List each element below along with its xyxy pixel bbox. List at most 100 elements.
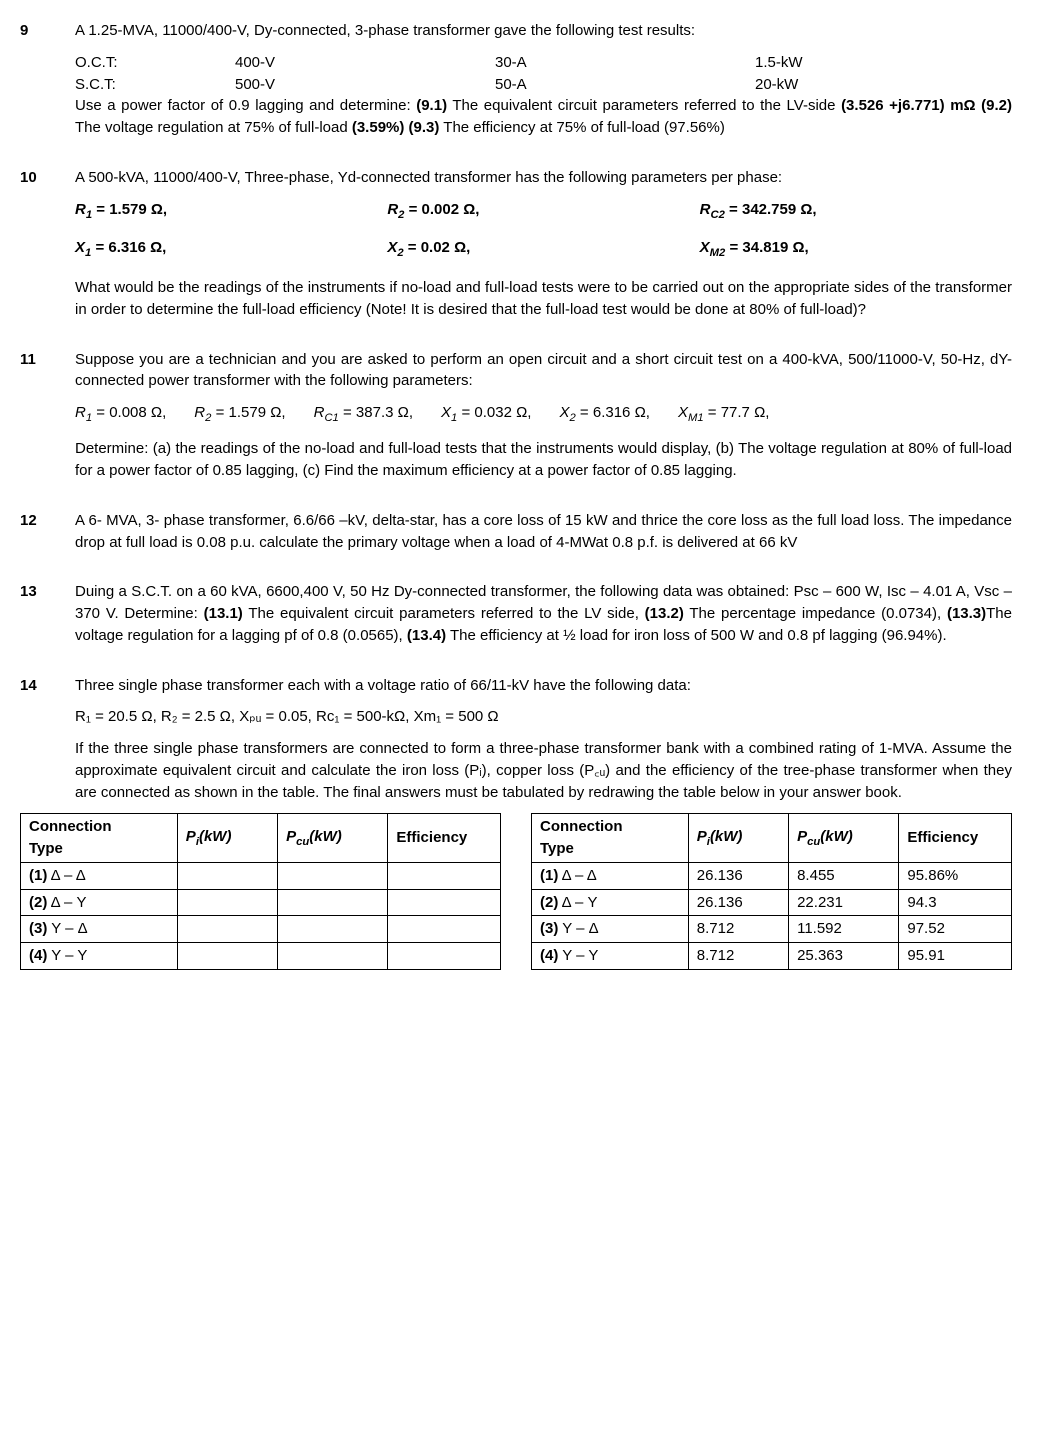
question-14: 14 Three single phase transformer each w… (20, 675, 1012, 970)
question-body: Three single phase transformer each with… (75, 675, 1012, 970)
q10-intro: A 500-kVA, 11000/400-V, Three-phase, Yd-… (75, 167, 1012, 189)
param-cell: X2 = 6.316 Ω, (559, 402, 649, 426)
q11-intro: Suppose you are a technician and you are… (75, 349, 1012, 393)
col-header: ConnectionType (21, 814, 178, 863)
q14-right-table: ConnectionTypePi(kW)Pcu(kW)Efficiency(1)… (531, 813, 1012, 970)
col-header: ConnectionType (532, 814, 689, 863)
bold: (3.59%) (352, 119, 405, 136)
q9-intro: A 1.25-MVA, 11000/400-V, Dy-connected, 3… (75, 20, 1012, 42)
param-cell: X2 = 0.02 Ω, (387, 237, 699, 261)
col-header: Pcu(kW) (278, 814, 388, 863)
question-body: A 1.25-MVA, 11000/400-V, Dy-connected, 3… (75, 20, 1012, 149)
table-row: (2) Δ – Y26.13622.23194.3 (532, 889, 1012, 916)
q9-rest: Use a power factor of 0.9 lagging and de… (75, 95, 1012, 139)
txt: The percentage impedance (0.0734), (684, 605, 947, 622)
col-header: Pcu(kW) (789, 814, 899, 863)
bold: (13.4) (407, 627, 446, 644)
txt: Use a power factor of 0.9 lagging and de… (75, 97, 416, 114)
table-cell: 8.455 (789, 862, 899, 889)
table-cell (278, 889, 388, 916)
table-cell (177, 862, 277, 889)
bold: (3.526 +j6.771) mΩ (841, 97, 976, 114)
txt: The equivalent circuit parameters referr… (447, 97, 841, 114)
question-body: A 6- MVA, 3- phase transformer, 6.6/66 –… (75, 510, 1012, 564)
table-cell (177, 889, 277, 916)
table-row: (4) Y – Y8.71225.36395.91 (532, 943, 1012, 970)
q11-tail: Determine: (a) the readings of the no-lo… (75, 438, 1012, 482)
table-cell: (4) Y – Y (21, 943, 178, 970)
table-cell (278, 943, 388, 970)
oct-a: 30-A (495, 52, 755, 74)
table-row: (1) Δ – Δ (21, 862, 501, 889)
col-header: Pi(kW) (688, 814, 788, 863)
sct-a: 50-A (495, 74, 755, 96)
table-cell: 95.91 (899, 943, 1012, 970)
table-cell: 26.136 (688, 862, 788, 889)
q14-tail: If the three single phase transformers a… (75, 738, 1012, 803)
table-cell: 8.712 (688, 916, 788, 943)
q14-params: R₁ = 20.5 Ω, R₂ = 2.5 Ω, Xₚᵤ = 0.05, Rc₁… (75, 706, 1012, 728)
bold: (9.3) (404, 119, 439, 136)
table-cell: (3) Y – Δ (532, 916, 689, 943)
q11-params: R1 = 0.008 Ω, R2 = 1.579 Ω, RC1 = 387.3 Ω,… (75, 402, 1012, 426)
q14-left-table: ConnectionTypePi(kW)Pcu(kW)Efficiency(1)… (20, 813, 501, 970)
sct-v: 500-V (235, 74, 495, 96)
txt: The equivalent circuit parameters referr… (243, 605, 645, 622)
q14-tables: ConnectionTypePi(kW)Pcu(kW)Efficiency(1)… (20, 813, 1012, 970)
param-cell: XM2 = 34.819 Ω, (700, 237, 1012, 261)
oct-label: O.C.T: (75, 52, 235, 74)
table-cell (177, 916, 277, 943)
question-number: 12 (20, 510, 75, 564)
table-cell: 95.86% (899, 862, 1012, 889)
table-cell: (3) Y – Δ (21, 916, 178, 943)
table-row: (2) Δ – Y (21, 889, 501, 916)
param-cell: X1 = 0.032 Ω, (441, 402, 531, 426)
q9-sct-row: S.C.T: 500-V 50-A 20-kW (75, 74, 1012, 96)
table-cell (388, 889, 501, 916)
txt: The efficiency at 75% of full-load (97.5… (439, 119, 724, 136)
table-cell: (2) Δ – Y (21, 889, 178, 916)
param-cell: R1 = 0.008 Ω, (75, 402, 166, 426)
oct-v: 400-V (235, 52, 495, 74)
table-cell: (1) Δ – Δ (532, 862, 689, 889)
question-body: Duing a S.C.T. on a 60 kVA, 6600,400 V, … (75, 581, 1012, 656)
question-number: 11 (20, 349, 75, 492)
table-cell: 97.52 (899, 916, 1012, 943)
q10-tail: What would be the readings of the instru… (75, 277, 1012, 321)
q14-intro: Three single phase transformer each with… (75, 675, 1012, 697)
table-row: (3) Y – Δ (21, 916, 501, 943)
table-row: (1) Δ – Δ26.1368.45595.86% (532, 862, 1012, 889)
question-13: 13 Duing a S.C.T. on a 60 kVA, 6600,400 … (20, 581, 1012, 656)
bold: (9.1) (416, 97, 447, 114)
txt: ₁ = 20.5 Ω, R₂ = 2.5 Ω, Xₚᵤ = 0.05, Rc₁ … (86, 708, 499, 725)
param-cell: R2 = 1.579 Ω, (194, 402, 285, 426)
q9-oct-row: O.C.T: 400-V 30-A 1.5-kW (75, 52, 1012, 74)
question-body: Suppose you are a technician and you are… (75, 349, 1012, 492)
bold: (13.1) (204, 605, 243, 622)
table-row: (3) Y – Δ8.71211.59297.52 (532, 916, 1012, 943)
q13-text: Duing a S.C.T. on a 60 kVA, 6600,400 V, … (75, 581, 1012, 646)
question-12: 12 A 6- MVA, 3- phase transformer, 6.6/6… (20, 510, 1012, 564)
table-cell (278, 862, 388, 889)
table-row: (4) Y – Y (21, 943, 501, 970)
question-9: 9 A 1.25-MVA, 11000/400-V, Dy-connected,… (20, 20, 1012, 149)
question-number: 10 (20, 167, 75, 331)
table-cell: (1) Δ – Δ (21, 862, 178, 889)
q12-text: A 6- MVA, 3- phase transformer, 6.6/66 –… (75, 510, 1012, 554)
param-cell: R2 = 0.002 Ω, (387, 199, 699, 223)
table-cell: 26.136 (688, 889, 788, 916)
param-cell: RC1 = 387.3 Ω, (314, 402, 413, 426)
question-number: 13 (20, 581, 75, 656)
table-cell (177, 943, 277, 970)
bold: (13.3) (947, 605, 986, 622)
question-number: 9 (20, 20, 75, 149)
txt: R (75, 708, 86, 725)
table-cell (388, 916, 501, 943)
txt: The efficiency at ½ load for iron loss o… (446, 627, 947, 644)
question-body: A 500-kVA, 11000/400-V, Three-phase, Yd-… (75, 167, 1012, 331)
table-cell (278, 916, 388, 943)
table-cell: 8.712 (688, 943, 788, 970)
table-cell: 25.363 (789, 943, 899, 970)
bold: (9.2) (976, 97, 1012, 114)
table-cell: (4) Y – Y (532, 943, 689, 970)
